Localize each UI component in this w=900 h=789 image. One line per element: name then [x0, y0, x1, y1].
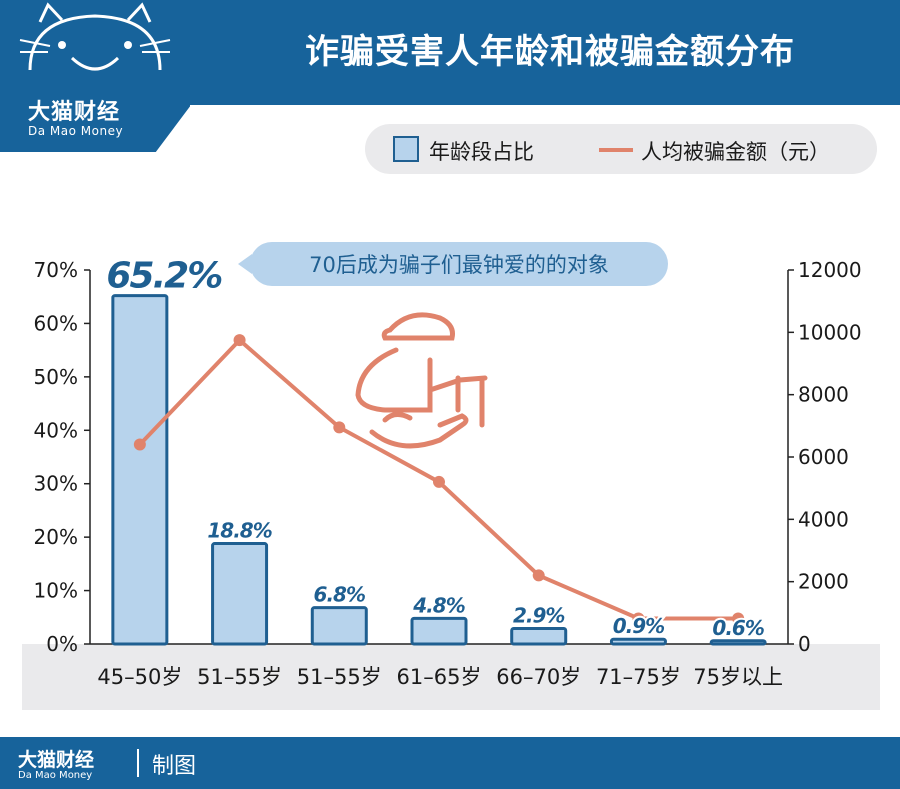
y-right-tick-label: 6000: [798, 445, 849, 469]
logo-panel: 大猫财经 Da Mao Money: [0, 0, 190, 152]
annotation-text: 70后成为骗子们最钟爱的的对象: [309, 253, 609, 277]
line-point: [532, 569, 545, 582]
bar-value-label: 0.9%: [613, 614, 664, 638]
footer-label: 制图: [152, 754, 197, 779]
annotation-bubble: [250, 242, 668, 286]
x-tick-label: 66–70岁: [496, 665, 581, 689]
line-point: [433, 475, 445, 488]
y-right-tick-label: 10000: [798, 320, 862, 344]
y-right-tick-label: 8000: [798, 383, 849, 407]
bar-value-label: 0.6%: [712, 616, 763, 640]
bar-value-label: 2.9%: [513, 604, 564, 628]
x-tick-label: 61–65岁: [397, 665, 482, 689]
annotation-pointer: [238, 254, 252, 274]
x-axis-band: [22, 644, 880, 710]
logo-subtext: Da Mao Money: [28, 124, 124, 138]
y-right-tick-label: 4000: [798, 507, 849, 531]
y-left-tick-label: 60%: [34, 311, 78, 335]
page-title: 诈骗受害人年龄和被骗金额分布: [305, 32, 795, 72]
line-point: [333, 421, 346, 434]
footer-divider: [137, 749, 139, 777]
y-left-tick-label: 30%: [34, 472, 78, 496]
line-point: [233, 334, 246, 347]
y-left-tick-label: 50%: [34, 365, 78, 389]
bar: [609, 637, 667, 646]
bar: [709, 639, 767, 646]
x-tick-label: 75岁以上: [693, 665, 783, 689]
x-tick-label: 71–75岁: [596, 665, 681, 689]
x-tick-label: 51–55岁: [197, 665, 282, 689]
legend-line-label: 人均被骗金额（元）: [641, 140, 830, 164]
line-point: [632, 612, 645, 625]
bar-value-label: 4.8%: [412, 593, 464, 617]
x-tick-label: 51–55岁: [297, 665, 382, 689]
y-left-tick-label: 0%: [46, 632, 78, 656]
victim-illustration-icon: [355, 312, 488, 449]
cat-logo-icon: [19, 2, 171, 71]
bar: [111, 294, 169, 646]
legend-line-swatch: [599, 148, 633, 152]
bar-value-label: 6.8%: [314, 583, 365, 607]
bar: [310, 606, 368, 646]
bar: [510, 627, 568, 646]
chart-canvas: 0% 10% 20% 30% 40% 50% 60% 70% 0 2000 4000 6000 8000…: [22, 242, 880, 710]
y-right-tick-label: 2000: [798, 570, 849, 594]
line-point: [133, 438, 146, 451]
bar: [211, 542, 269, 646]
bar: [410, 616, 468, 646]
line-point: [732, 612, 745, 625]
y-left-tick-label: 20%: [34, 525, 78, 549]
y-left-tick-label: 70%: [34, 258, 78, 282]
legend-bar-swatch: [393, 136, 419, 162]
y-left-tick-label: 10%: [34, 579, 78, 603]
bar-value-label: 65.2%: [106, 256, 222, 297]
chart-legend: 年龄段占比 人均被骗金额（元）: [365, 124, 877, 174]
footer-logo-subtext: Da Mao Money: [18, 770, 93, 781]
logo-text: 大猫财经: [28, 100, 121, 125]
footer-bar: 大猫财经 Da Mao Money 制图: [0, 737, 900, 789]
legend-bar-label: 年龄段占比: [429, 140, 534, 164]
y-right-tick-label: 12000: [798, 258, 862, 282]
y-right-tick-label: 0: [798, 632, 811, 656]
footer-logo-text: 大猫财经: [18, 749, 95, 771]
bar-value-label: 18.8%: [207, 519, 271, 543]
x-tick-label: 45–50岁: [97, 665, 182, 689]
y-left-tick-label: 40%: [34, 418, 78, 442]
